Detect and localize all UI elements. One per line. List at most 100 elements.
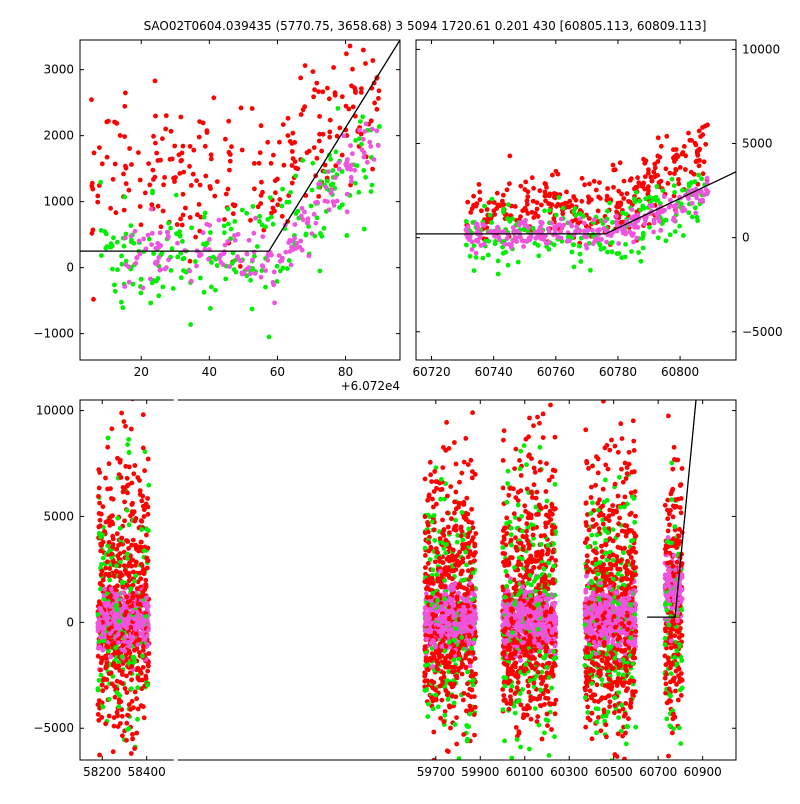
point-red bbox=[209, 157, 214, 162]
point-red bbox=[537, 421, 542, 426]
point-green bbox=[455, 540, 460, 545]
y-tick-label: 1000 bbox=[43, 195, 74, 209]
point-red bbox=[140, 594, 145, 599]
point-violet bbox=[135, 255, 140, 260]
point-red bbox=[504, 558, 509, 563]
point-red bbox=[248, 218, 253, 223]
point-red bbox=[534, 496, 539, 501]
point-red bbox=[425, 678, 430, 683]
point-red bbox=[471, 194, 476, 199]
point-violet bbox=[603, 219, 608, 224]
point-violet bbox=[286, 240, 291, 245]
point-violet bbox=[662, 194, 667, 199]
point-violet bbox=[113, 615, 118, 620]
point-red bbox=[541, 435, 546, 440]
point-violet bbox=[552, 226, 557, 231]
point-red bbox=[514, 584, 519, 589]
point-red bbox=[92, 151, 97, 156]
point-red bbox=[461, 732, 466, 737]
point-green bbox=[607, 201, 612, 206]
point-violet bbox=[260, 234, 265, 239]
point-red bbox=[529, 649, 534, 654]
point-red bbox=[447, 446, 452, 451]
point-violet bbox=[452, 633, 457, 638]
point-red bbox=[191, 148, 196, 153]
point-red bbox=[286, 116, 291, 121]
point-red bbox=[317, 139, 322, 144]
point-red bbox=[120, 733, 125, 738]
point-green bbox=[522, 443, 527, 448]
point-red bbox=[619, 192, 624, 197]
point-red bbox=[508, 701, 513, 706]
point-red bbox=[535, 490, 540, 495]
point-red bbox=[105, 645, 110, 650]
point-violet bbox=[97, 620, 102, 625]
point-red bbox=[655, 173, 660, 178]
point-violet bbox=[474, 251, 479, 256]
point-red bbox=[363, 61, 368, 66]
point-violet bbox=[201, 230, 206, 235]
point-red bbox=[472, 694, 477, 699]
point-violet bbox=[219, 260, 224, 265]
point-green bbox=[159, 251, 164, 256]
point-violet bbox=[462, 598, 467, 603]
point-violet bbox=[154, 246, 159, 251]
point-violet bbox=[335, 199, 340, 204]
point-violet bbox=[136, 642, 141, 647]
point-violet bbox=[584, 235, 589, 240]
point-violet bbox=[362, 155, 367, 160]
point-green bbox=[501, 210, 506, 215]
point-red bbox=[423, 477, 428, 482]
point-red bbox=[697, 158, 702, 163]
point-red bbox=[131, 538, 136, 543]
point-green bbox=[502, 739, 507, 744]
point-green bbox=[668, 232, 673, 237]
point-red bbox=[550, 173, 555, 178]
point-violet bbox=[450, 609, 455, 614]
point-red bbox=[106, 119, 111, 124]
point-red bbox=[103, 721, 108, 726]
point-red bbox=[153, 79, 158, 84]
point-green bbox=[527, 747, 532, 752]
point-red bbox=[98, 582, 103, 587]
point-red bbox=[223, 137, 228, 142]
point-red bbox=[461, 691, 466, 696]
point-green bbox=[680, 188, 685, 193]
point-red bbox=[423, 565, 428, 570]
point-violet bbox=[135, 617, 140, 622]
point-green bbox=[623, 242, 628, 247]
point-red bbox=[589, 197, 594, 202]
point-red bbox=[657, 155, 662, 160]
point-red bbox=[205, 130, 210, 135]
point-red bbox=[130, 737, 135, 742]
point-red bbox=[425, 578, 430, 583]
point-green bbox=[681, 233, 686, 238]
point-red bbox=[537, 188, 542, 193]
point-green bbox=[180, 239, 185, 244]
point-red bbox=[105, 155, 110, 160]
point-red bbox=[546, 696, 551, 701]
point-violet bbox=[141, 237, 146, 242]
point-red bbox=[143, 674, 148, 679]
point-violet bbox=[474, 221, 479, 226]
point-green bbox=[135, 685, 140, 690]
point-green bbox=[119, 254, 124, 259]
point-red bbox=[282, 163, 287, 168]
point-red bbox=[454, 490, 459, 495]
point-red bbox=[198, 183, 203, 188]
point-green bbox=[505, 216, 510, 221]
point-violet bbox=[187, 269, 192, 274]
point-red bbox=[100, 569, 105, 574]
point-red bbox=[464, 709, 469, 714]
point-green bbox=[202, 290, 207, 295]
point-red bbox=[158, 158, 163, 163]
point-green bbox=[226, 207, 231, 212]
point-red bbox=[361, 48, 366, 53]
point-green bbox=[660, 188, 665, 193]
point-green bbox=[209, 285, 214, 290]
point-red bbox=[138, 576, 143, 581]
point-violet bbox=[232, 233, 237, 238]
point-green bbox=[465, 739, 470, 744]
point-red bbox=[597, 180, 602, 185]
point-red bbox=[503, 698, 508, 703]
